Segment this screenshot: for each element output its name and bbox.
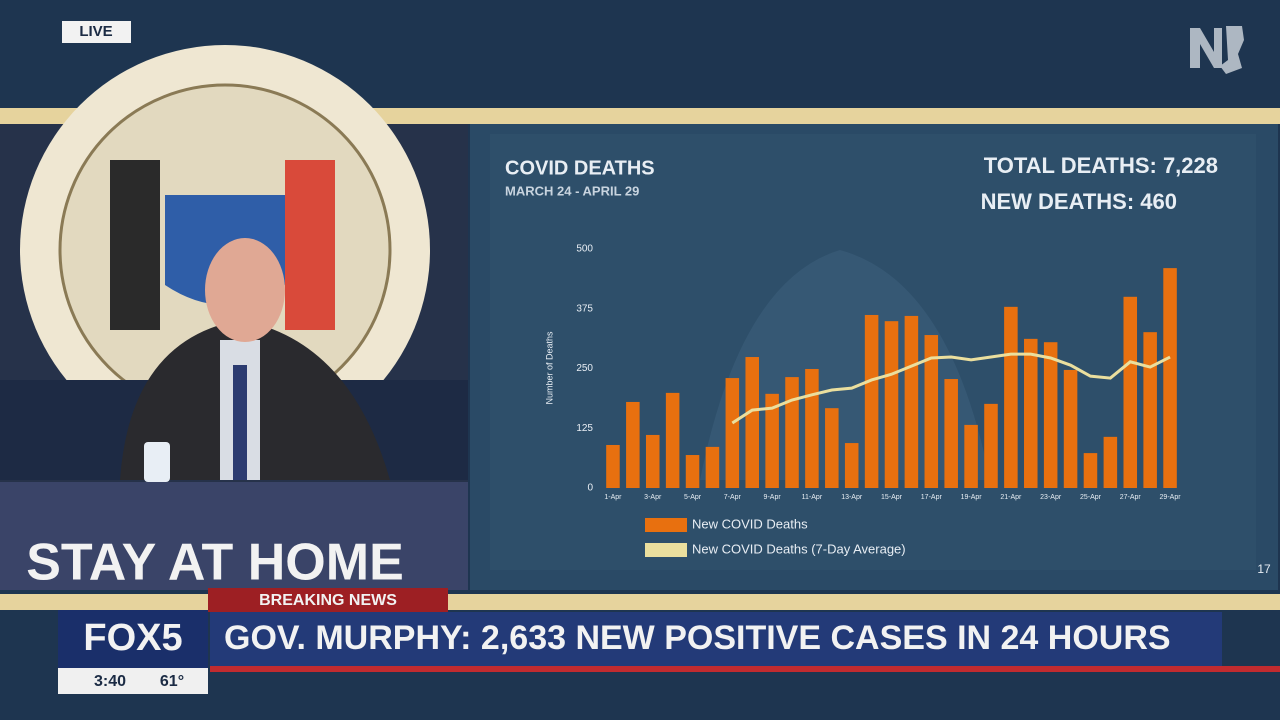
bar <box>864 314 879 488</box>
chart-subtitle: MARCH 24 - APRIL 29 <box>505 183 639 198</box>
bar <box>1163 268 1177 488</box>
legend-swatch <box>645 543 687 557</box>
breaking-box <box>208 588 448 612</box>
bar <box>984 403 998 488</box>
annotation: TOTAL DEATHS: 7,228 <box>984 153 1218 178</box>
y-tick-label: 250 <box>576 363 593 374</box>
bar <box>606 444 620 488</box>
bar <box>1024 338 1038 488</box>
seal-figure <box>110 160 160 330</box>
time: 3:40 <box>94 673 126 690</box>
bar <box>1123 296 1138 488</box>
x-tick-label: 9-Apr <box>764 494 782 501</box>
x-tick-label: 5-Apr <box>684 494 702 501</box>
bar <box>665 392 680 488</box>
plot: 0 125 250 375 500 1-Apr 3-Apr 5-Apr 7-Apr 9-Apr 11… <box>576 244 1181 557</box>
water-bottle <box>144 442 170 482</box>
tie <box>233 365 247 480</box>
x-tick-label: 17-Apr <box>921 494 943 501</box>
bar <box>844 443 859 488</box>
x-tick-label: 25-Apr <box>1080 494 1102 501</box>
bar <box>705 446 720 488</box>
bar <box>745 357 759 488</box>
bar <box>1083 453 1098 488</box>
slide-number: 17 <box>1257 562 1271 576</box>
legend-label: New COVID Deaths <box>692 516 808 531</box>
bar <box>825 408 839 488</box>
bar <box>1103 436 1118 488</box>
chart-title: COVID DEATHS <box>505 157 655 179</box>
x-tick-label: 15-Apr <box>881 494 903 501</box>
x-tick-label: 21-Apr <box>1000 494 1022 501</box>
x-tick-label: 3-Apr <box>644 494 662 501</box>
headline: GOV. MURPHY: 2,633 NEW POSITIVE CASES IN… <box>224 619 1171 657</box>
gold-stripe <box>0 594 1280 610</box>
legend-swatch <box>645 518 687 532</box>
x-tick-label: 11-Apr <box>802 494 823 501</box>
annotation: NEW DEATHS: 460 <box>981 189 1177 214</box>
breaking-label: BREAKING NEWS <box>259 592 397 609</box>
y-tick-label: 0 <box>587 483 593 494</box>
face <box>205 238 285 342</box>
y-tick-label: 375 <box>576 303 593 314</box>
legend-label: New COVID Deaths (7-Day Average) <box>692 541 906 556</box>
bar <box>1043 342 1058 488</box>
nj-logo <box>1190 26 1244 74</box>
bar <box>964 424 978 488</box>
y-axis-label: Number of Deaths <box>544 331 554 405</box>
channel-box <box>58 610 208 668</box>
bar <box>904 315 919 488</box>
bar <box>805 368 819 488</box>
bar <box>765 393 779 488</box>
x-tick-label: 29-Apr <box>1160 494 1182 501</box>
y-tick-label: 500 <box>576 244 593 255</box>
bar <box>944 379 958 488</box>
bar <box>626 401 640 488</box>
x-tick-label: 23-Apr <box>1040 494 1062 501</box>
bar <box>645 434 660 488</box>
bar <box>685 455 700 488</box>
channel-logo: FOX5 <box>83 617 182 659</box>
podium <box>0 482 468 590</box>
headline-box <box>210 612 1222 668</box>
y-tick-label: 125 <box>576 423 593 434</box>
x-tick-label: 1-Apr <box>604 494 622 501</box>
headline-rule <box>210 666 1280 672</box>
temperature: 61° <box>160 673 184 690</box>
x-tick-label: 19-Apr <box>961 494 983 501</box>
podium-text: STAY AT HOME <box>26 534 404 592</box>
bar <box>1004 306 1018 488</box>
live-label: LIVE <box>79 23 112 40</box>
x-tick-label: 7-Apr <box>724 494 742 501</box>
bar <box>725 378 740 488</box>
bar <box>785 377 799 488</box>
x-tick-label: 27-Apr <box>1120 494 1142 501</box>
bar <box>884 321 899 488</box>
live-badge <box>62 21 131 43</box>
time-box <box>58 668 208 694</box>
average-line <box>731 352 1171 425</box>
bar <box>1143 332 1157 488</box>
bar <box>924 335 939 488</box>
bar <box>1063 369 1078 488</box>
x-tick-label: 13-Apr <box>841 494 863 501</box>
seal-figure <box>285 160 335 330</box>
